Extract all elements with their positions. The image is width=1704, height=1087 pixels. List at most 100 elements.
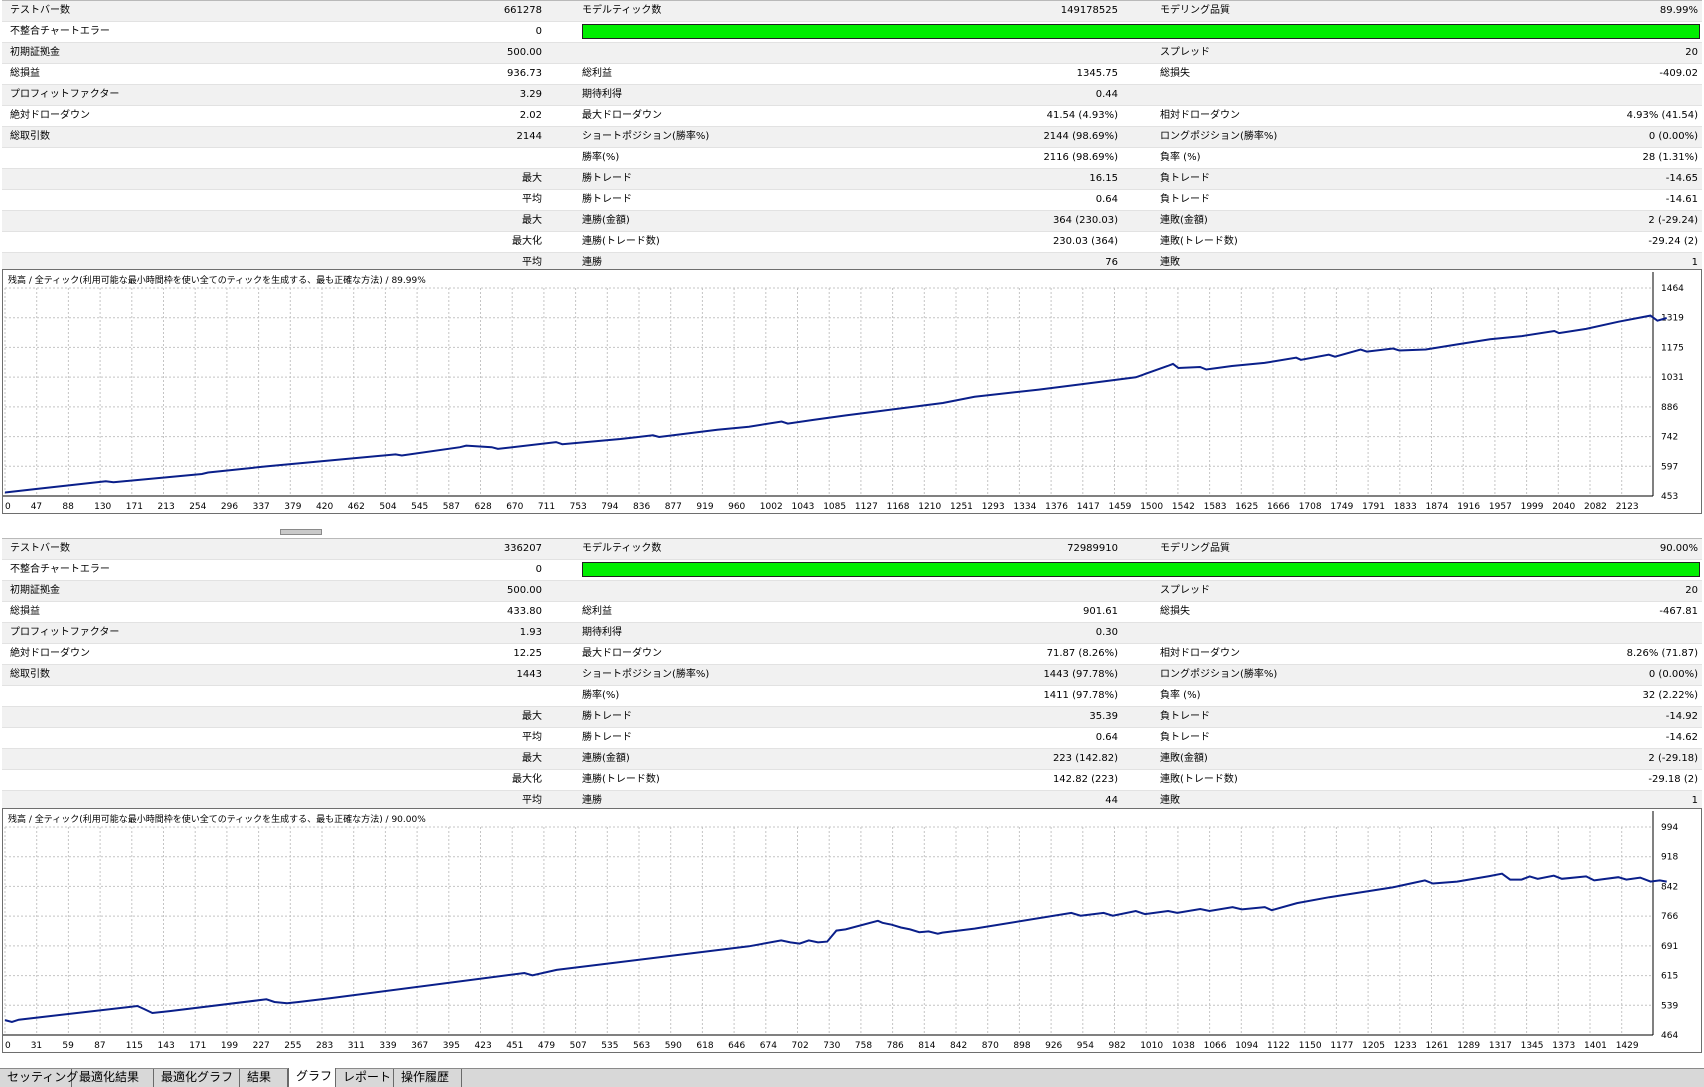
metric-label: ショートポジション(勝率%) [582,131,710,142]
metric-label: 連敗(金額) [1160,215,1208,226]
tab-0[interactable]: セッティング [0,1069,78,1087]
x-tick-label: 311 [348,1041,365,1051]
metric-label: 勝トレード [582,173,632,184]
x-tick-label: 143 [158,1041,175,1051]
y-tick-label: 453 [1661,492,1678,502]
tab-3[interactable]: 結果 [240,1069,288,1087]
report-row: 初期証拠金 500.00 スプレッド 20 [2,43,1702,64]
x-tick-label: 1289 [1457,1041,1480,1051]
x-tick-label: 254 [189,502,206,512]
x-tick-label: 982 [1109,1041,1126,1051]
metric-label [10,686,310,706]
metric-value: 平均 [522,194,542,205]
y-tick-label: 918 [1661,853,1678,863]
metric-value: 12.25 [513,648,542,659]
x-tick-label: 618 [696,1041,713,1051]
x-tick-label: 786 [887,1041,904,1051]
metric-value: 142.82 (223) [1052,774,1118,785]
metric-value: 89.99% [1659,5,1698,16]
x-tick-label: 870 [982,1041,999,1051]
metric-value: 0.30 [1095,627,1118,638]
x-tick-label: 836 [633,502,650,512]
x-tick-label: 1066 [1204,1041,1227,1051]
x-tick-label: 1094 [1235,1041,1258,1051]
report-row: 最大 連勝(金額) 364 (230.03) 連敗(金額) 2 (-29.24) [2,211,1702,232]
x-tick-label: 590 [665,1041,682,1051]
y-tick-label: 886 [1661,403,1678,413]
y-tick-label: 742 [1661,433,1678,443]
report-row: 最大化 連勝(トレード数) 142.82 (223) 連敗(トレード数) -29.18 … [2,770,1702,791]
horizontal-scrollbar[interactable] [280,529,322,535]
metric-label: プロフィットファクター [10,89,120,100]
x-tick-label: 0 [5,1041,11,1051]
x-tick-label: 1874 [1426,502,1449,512]
modeling-quality-bar [582,24,1700,39]
metric-value: 936.73 [507,68,542,79]
x-tick-label: 1708 [1299,502,1322,512]
x-tick-label: 1002 [760,502,783,512]
x-tick-label: 47 [31,502,42,512]
x-tick-label: 1085 [823,502,846,512]
report-row: 絶対ドローダウン 2.02 最大ドローダウン 41.54 (4.93%) 相対ドローダウ… [2,106,1702,127]
metric-value: -14.65 [1665,173,1698,184]
metric-label: テストバー数 [10,543,70,554]
x-tick-label: 545 [411,502,428,512]
metric-label: 負トレード [1160,732,1210,743]
x-tick-label: 1500 [1140,502,1163,512]
metric-value: 76 [1105,257,1118,268]
metric-value: 149178525 [1060,5,1118,16]
metric-label: 連敗(金額) [1160,753,1208,764]
tab-5[interactable]: レポート [336,1069,394,1087]
balance-line [4,872,1667,1024]
x-tick-label: 1957 [1489,502,1512,512]
x-tick-label: 337 [253,502,270,512]
metric-value: -14.61 [1665,194,1698,205]
balance-graph: 残高 / 全ティック(利用可能な最小時間枠を使い全てのティックを生成する、最も正… [2,269,1702,514]
x-tick-label: 898 [1013,1041,1030,1051]
tab-6[interactable]: 操作履歴 [394,1069,462,1087]
report-row: テストバー数 336207 モデルティック数 72989910 モデリング品質 90.00… [2,539,1702,560]
x-tick-label: 1791 [1362,502,1385,512]
metric-value: -14.92 [1665,711,1698,722]
x-tick-label: 960 [728,502,745,512]
metric-value: 20 [1685,47,1698,58]
metric-value: 最大化 [512,236,542,247]
x-tick-label: 842 [950,1041,967,1051]
metric-value [342,148,542,168]
x-tick-label: 1168 [887,502,910,512]
y-tick-label: 766 [1661,912,1678,922]
metric-label: 総損失 [1160,606,1190,617]
report-row: 絶対ドローダウン 12.25 最大ドローダウン 71.87 (8.26%) 相対ドローダ… [2,644,1702,665]
metric-label: 連勝(金額) [582,215,630,226]
metric-label: 連敗(トレード数) [1160,774,1238,785]
metric-label: モデリング品質 [1160,5,1230,16]
metric-value: 0 (0.00%) [1648,131,1698,142]
report-row: テストバー数 661278 モデルティック数 149178525 モデリング品質 89.9… [2,1,1702,22]
metric-value: 35.39 [1089,711,1118,722]
x-tick-label: 1583 [1204,502,1227,512]
report-row: 総取引数 1443 ショートポジション(勝率%) 1443 (97.78%) ロングポジ… [2,665,1702,686]
tab-1[interactable]: 最適化結果 [72,1069,154,1087]
metric-label [10,190,310,210]
x-tick-label: 1666 [1267,502,1290,512]
x-tick-label: 919 [696,502,713,512]
metric-label: 連勝(金額) [582,753,630,764]
report-row: 平均 勝トレード 0.64 負トレード -14.61 [2,190,1702,211]
graph-caption: 残高 / 全ティック(利用可能な最小時間枠を使い全てのティックを生成する、最も正… [8,276,426,286]
tab-4[interactable]: グラフ [288,1068,336,1087]
metric-value: 20 [1685,585,1698,596]
report-row: 不整合チャートエラー 0 [2,560,1702,581]
y-tick-label: 464 [1661,1031,1678,1041]
metric-value: 661278 [503,5,542,16]
metric-value: -409.02 [1659,68,1698,79]
tab-2[interactable]: 最適化グラフ [154,1069,240,1087]
y-tick-label: 1031 [1661,373,1684,383]
metric-label: ショートポジション(勝率%) [582,669,710,680]
metric-value: 8.26% (71.87) [1626,648,1698,659]
metric-value: 平均 [522,795,542,806]
metric-value: 0 [535,26,542,37]
balance-graph-svg: 0 47 88 130 171 213 254 296 337 379 420 462 504 545 58… [3,272,1684,512]
metric-value: 44 [1105,795,1118,806]
x-tick-label: 2082 [1584,502,1607,512]
metric-label: 期待利得 [582,89,622,100]
